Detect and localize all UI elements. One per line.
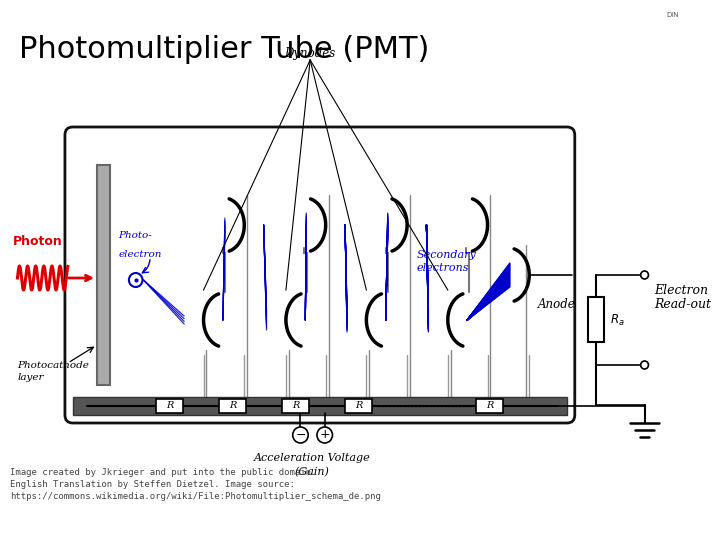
Text: R: R [486,402,493,410]
Bar [588,297,604,342]
Text: Photon: Photon [13,235,63,248]
Bar [219,399,246,413]
Circle shape [129,273,143,287]
Text: DIN: DIN [666,12,678,18]
Text: R: R [355,402,362,410]
Text: layer: layer [17,373,44,381]
Circle shape [293,427,308,443]
Text: electrons: electrons [417,263,469,273]
Text: $R_a$: $R_a$ [610,313,624,328]
Text: Photocathode: Photocathode [17,361,89,369]
FancyBboxPatch shape [65,127,575,423]
Bar [97,165,110,385]
Text: Secondary: Secondary [417,250,477,260]
Text: Electron: Electron [654,284,708,296]
Text: Image created by Jkrieger and put into the public domain.: Image created by Jkrieger and put into t… [9,468,316,477]
Bar [282,399,309,413]
Text: R: R [229,402,236,410]
Text: R: R [292,402,300,410]
Bar [73,397,567,415]
Text: (Gain): (Gain) [294,467,330,477]
Circle shape [641,271,649,279]
Bar [156,399,183,413]
Text: +: + [320,429,330,442]
Text: English Translation by Steffen Dietzel. Image source:: English Translation by Steffen Dietzel. … [9,480,294,489]
Text: R: R [166,402,174,410]
Text: electron: electron [118,250,161,259]
Circle shape [641,361,649,369]
Text: Photomultiplier Tube (PMT): Photomultiplier Tube (PMT) [19,35,430,64]
Bar [345,399,372,413]
Text: Dynodes: Dynodes [284,47,336,60]
Text: Anode: Anode [538,299,576,312]
Text: Read-out: Read-out [654,299,711,312]
Text: Photo-: Photo- [118,231,152,240]
Circle shape [317,427,333,443]
Text: −: − [295,429,306,442]
Text: https://commons.wikimedia.org/wiki/File:Photomultiplier_schema_de.png: https://commons.wikimedia.org/wiki/File:… [9,492,381,501]
Text: Acceleration Voltage: Acceleration Voltage [253,453,371,463]
Bar [476,399,503,413]
